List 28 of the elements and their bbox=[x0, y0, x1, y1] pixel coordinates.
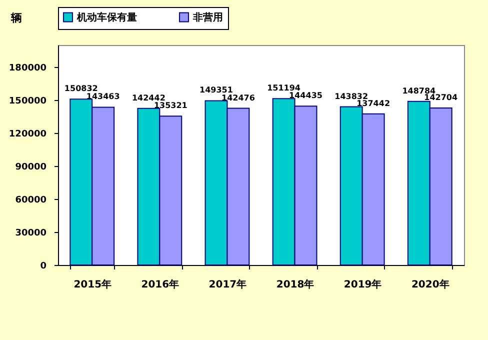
data-label: 143832 bbox=[334, 92, 368, 101]
y-tick-label: 120000 bbox=[8, 130, 46, 140]
data-label: 148784 bbox=[402, 86, 436, 96]
x-tick-label: 2017年 bbox=[208, 278, 247, 290]
data-label: 144435 bbox=[289, 91, 323, 100]
y-tick-label: 90000 bbox=[15, 162, 46, 172]
data-label: 142476 bbox=[221, 93, 256, 102]
x-tick-label: 2019年 bbox=[344, 278, 382, 290]
data-label: 150832 bbox=[64, 84, 98, 94]
data-label: 142442 bbox=[132, 93, 166, 102]
y-tick-label: 60000 bbox=[15, 196, 46, 206]
x-tick-label: 2016年 bbox=[141, 278, 180, 290]
legend-label: 非营用 bbox=[192, 11, 223, 24]
x-tick-label: 2015年 bbox=[74, 278, 112, 290]
data-label: 142704 bbox=[424, 93, 458, 102]
x-tick-label: 2018年 bbox=[276, 278, 314, 290]
data-label: 143463 bbox=[86, 92, 120, 102]
data-label: 135321 bbox=[154, 101, 188, 110]
y-tick-label: 30000 bbox=[15, 228, 46, 238]
data-label: 149351 bbox=[200, 86, 234, 95]
data-label: 151194 bbox=[267, 84, 301, 93]
y-axis-title: 辆 bbox=[10, 12, 22, 24]
legend-label: 机动车保有量 bbox=[76, 11, 137, 24]
y-tick-label: 150000 bbox=[8, 96, 46, 106]
data-label: 137442 bbox=[356, 98, 390, 108]
y-tick-label: 0 bbox=[40, 262, 46, 272]
y-tick-label: 180000 bbox=[8, 64, 46, 74]
x-tick-label: 2020年 bbox=[411, 278, 450, 290]
